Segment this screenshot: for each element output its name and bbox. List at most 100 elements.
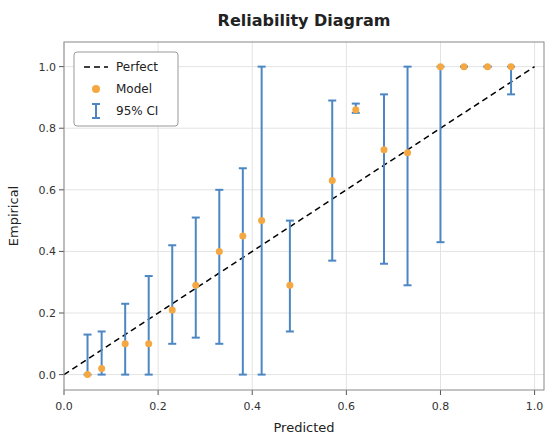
x-tick bbox=[440, 390, 441, 395]
scatter-point bbox=[84, 371, 91, 378]
legend-swatch-stem bbox=[95, 104, 97, 118]
scatter-point bbox=[145, 340, 152, 347]
error-bar-cap bbox=[239, 167, 247, 169]
error-bar-stem bbox=[383, 94, 385, 263]
x-tick bbox=[534, 390, 535, 395]
plot-frame bbox=[64, 42, 544, 390]
y-tick-label: 0.6 bbox=[39, 184, 57, 197]
x-tick-label: 1.0 bbox=[526, 400, 544, 413]
y-axis-label: Empirical bbox=[6, 186, 21, 246]
legend-swatch bbox=[84, 66, 108, 68]
error-bar-cap bbox=[328, 260, 336, 262]
y-tick bbox=[59, 313, 64, 314]
y-tick bbox=[59, 251, 64, 252]
grid-line-x bbox=[534, 42, 535, 390]
scatter-point bbox=[484, 63, 491, 70]
error-bar-cap bbox=[168, 244, 176, 246]
error-bar-cap bbox=[121, 374, 129, 376]
x-tick bbox=[158, 390, 159, 395]
error-bar bbox=[258, 67, 266, 375]
grid-line-x bbox=[440, 42, 441, 390]
scatter-point bbox=[239, 233, 246, 240]
error-bar-cap bbox=[436, 241, 444, 243]
legend-box bbox=[74, 52, 178, 126]
error-bar bbox=[168, 245, 176, 344]
series-scatter bbox=[84, 63, 515, 378]
grid-line-x bbox=[252, 42, 253, 390]
error-bar-cap bbox=[145, 374, 153, 376]
error-bar-cap bbox=[192, 217, 200, 219]
error-bar-cap bbox=[352, 103, 360, 105]
error-bar bbox=[98, 331, 106, 374]
error-bar bbox=[215, 190, 223, 344]
error-bar-cap bbox=[168, 343, 176, 345]
scatter-point bbox=[352, 106, 359, 113]
x-tick-label: 0.4 bbox=[243, 400, 261, 413]
grid-line-y bbox=[64, 374, 544, 375]
x-tick bbox=[252, 390, 253, 395]
legend: PerfectModel95% CI bbox=[74, 52, 178, 126]
x-tick-label: 0.2 bbox=[149, 400, 167, 413]
series-errorbar bbox=[84, 67, 516, 375]
grid-line-x bbox=[346, 42, 347, 390]
error-bar-cap bbox=[380, 263, 388, 265]
x-tick-label: 0.6 bbox=[338, 400, 356, 413]
chart-svg: 0.00.20.40.60.81.00.00.20.40.60.81.0Reli… bbox=[0, 0, 560, 444]
error-bar-stem bbox=[439, 67, 441, 243]
error-bar bbox=[145, 276, 153, 375]
y-tick-label: 0.0 bbox=[39, 369, 57, 382]
error-bar-cap bbox=[258, 374, 266, 376]
error-bar bbox=[352, 104, 360, 113]
chart-title: Reliability Diagram bbox=[218, 11, 391, 30]
reference-line bbox=[64, 67, 535, 375]
page: {"chart_data": { "type": "scatter", "tit… bbox=[0, 0, 560, 444]
error-bar-stem bbox=[87, 335, 89, 375]
series-line bbox=[64, 67, 535, 375]
error-bar-cap bbox=[239, 374, 247, 376]
error-bar-cap bbox=[507, 93, 515, 95]
legend-label: Model bbox=[116, 82, 152, 96]
scatter-point bbox=[329, 177, 336, 184]
grid-line-y bbox=[64, 313, 544, 314]
error-bar-cap bbox=[98, 374, 106, 376]
scatter-point bbox=[437, 63, 444, 70]
error-bar-cap bbox=[404, 66, 412, 68]
error-bar-stem bbox=[242, 168, 244, 374]
legend-swatch bbox=[92, 104, 100, 118]
error-bar-stem bbox=[148, 276, 150, 375]
error-bar bbox=[328, 101, 336, 261]
error-bar bbox=[404, 67, 412, 286]
error-bar-cap bbox=[215, 343, 223, 345]
scatter-point bbox=[122, 340, 129, 347]
y-tick bbox=[59, 189, 64, 190]
x-tick-label: 0.8 bbox=[432, 400, 450, 413]
error-bar bbox=[239, 168, 247, 374]
error-bar-cap bbox=[98, 330, 106, 332]
plot-marks bbox=[64, 63, 535, 378]
scatter-point bbox=[192, 282, 199, 289]
error-bar-cap bbox=[258, 66, 266, 68]
error-bar bbox=[121, 304, 129, 375]
error-bar-cap bbox=[328, 100, 336, 102]
chart-container: 0.00.20.40.60.81.00.00.20.40.60.81.0Reli… bbox=[0, 0, 560, 444]
grid-line-y bbox=[64, 128, 544, 129]
error-bar-cap bbox=[145, 275, 153, 277]
scatter-point bbox=[508, 63, 515, 70]
error-bar-stem bbox=[218, 190, 220, 344]
y-tick bbox=[59, 66, 64, 67]
error-bar bbox=[192, 218, 200, 338]
error-bar bbox=[507, 67, 515, 95]
error-bar-cap bbox=[215, 189, 223, 191]
grid-line-y bbox=[64, 251, 544, 252]
error-bar-cap bbox=[286, 330, 294, 332]
error-bar-cap bbox=[404, 284, 412, 286]
scatter-point bbox=[381, 146, 388, 153]
legend-label: 95% CI bbox=[116, 104, 158, 118]
y-tick-label: 0.2 bbox=[39, 307, 57, 320]
grid-line-y bbox=[64, 189, 544, 190]
legend-swatch-cap bbox=[92, 103, 100, 105]
grid bbox=[64, 42, 544, 390]
error-bar bbox=[286, 221, 294, 332]
error-bar-stem bbox=[289, 221, 291, 332]
error-bar bbox=[84, 335, 92, 375]
